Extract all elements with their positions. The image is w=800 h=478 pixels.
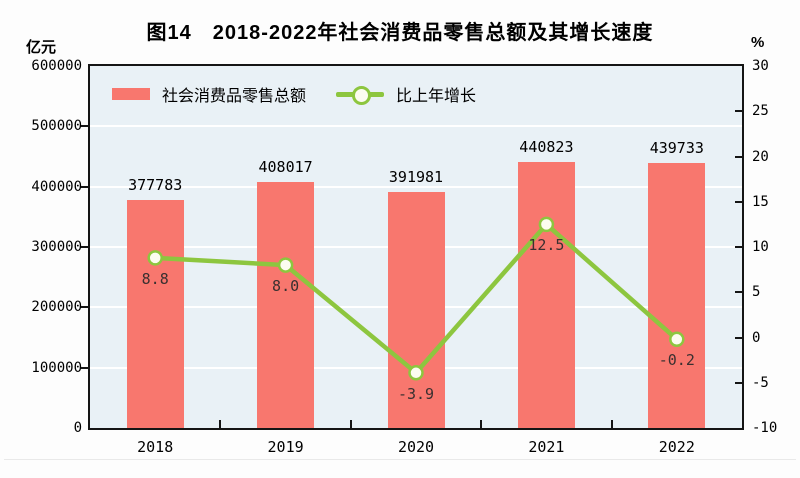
bar-2021 xyxy=(517,162,575,428)
left-axis-tick-label: 0 xyxy=(73,420,82,436)
right-axis-tick-label: 25 xyxy=(752,103,769,120)
left-axis-tick-label: 200000 xyxy=(31,299,82,316)
right-axis-tick xyxy=(735,155,742,158)
line-point-marker xyxy=(277,257,294,273)
right-axis-tick-label: -5 xyxy=(752,374,769,391)
right-axis-tick-label: -10 xyxy=(752,420,778,436)
line-point-marker xyxy=(669,331,685,348)
plot-area: 社会消费品零售总额 比上年增长 377783 408017 391981 440823… xyxy=(88,64,744,430)
x-axis-tick-label: 2020 xyxy=(397,438,435,456)
bar-2022 xyxy=(648,162,706,428)
left-axis-tick-label: 500000 xyxy=(31,118,82,135)
growth-line xyxy=(152,222,680,376)
bar-value-label: 408017 xyxy=(258,157,313,176)
bar-2018 xyxy=(126,200,184,428)
right-axis-tick xyxy=(735,246,742,248)
bar-value-label: 440823 xyxy=(519,138,574,157)
left-axis-tick xyxy=(81,185,88,188)
gridline xyxy=(90,125,742,128)
right-axis-tick-label: 30 xyxy=(752,58,769,74)
x-axis-tick-label: 2018 xyxy=(137,438,174,456)
bar-value-label: 377783 xyxy=(128,176,183,195)
line-point-marker xyxy=(408,365,424,381)
page-bottom-rule xyxy=(4,459,796,460)
bar-value-label: 439733 xyxy=(649,138,704,157)
right-axis-unit-label: % xyxy=(751,34,765,51)
chart-title: 图14 2018-2022年社会消费品零售总额及其增长速度 xyxy=(146,22,654,44)
right-axis-tick xyxy=(735,381,742,384)
line-series-layer xyxy=(147,216,685,381)
line-point-marker xyxy=(147,250,163,266)
left-axis-tick-label: 100000 xyxy=(31,359,82,376)
legend-label-bar-series: 社会消费品零售总额 xyxy=(162,88,307,105)
chart-legend: 社会消费品零售总额 比上年增长 xyxy=(112,82,476,106)
right-axis-tick-label: 10 xyxy=(752,239,769,255)
left-axis-tick-label: 400000 xyxy=(31,178,82,195)
line-point-marker xyxy=(538,216,555,233)
left-axis-tick-label: 300000 xyxy=(31,239,82,255)
left-axis-tick xyxy=(81,125,88,128)
x-axis-tick xyxy=(480,420,483,428)
line-point-label: 8.0 xyxy=(272,277,300,296)
x-axis-tick xyxy=(219,420,222,428)
x-axis-tick xyxy=(610,420,613,428)
x-axis-tick-label: 2022 xyxy=(658,438,695,456)
gridline xyxy=(90,185,742,188)
right-axis-tick-label: 0 xyxy=(752,329,761,346)
bar-value-label: 391981 xyxy=(388,167,444,186)
bar-2019 xyxy=(257,181,315,428)
right-axis-tick-label: 5 xyxy=(752,284,761,301)
right-axis-tick xyxy=(735,110,742,113)
right-axis-tick xyxy=(735,336,742,339)
x-axis-tick-label: 2021 xyxy=(528,438,565,456)
left-axis-tick-label: 600000 xyxy=(31,58,82,74)
x-axis-tick xyxy=(349,420,352,428)
left-axis-tick xyxy=(81,246,88,248)
left-axis-tick xyxy=(81,366,88,369)
line-point-label: -3.9 xyxy=(397,384,435,403)
legend-label-line-series: 比上年增长 xyxy=(396,88,477,105)
line-series-swatch-icon xyxy=(336,86,385,105)
right-axis-tick xyxy=(735,291,742,294)
bar-series-swatch-icon xyxy=(112,88,150,100)
line-point-label: 12.5 xyxy=(528,236,565,255)
line-point-label: 8.8 xyxy=(141,269,169,288)
line-point-label: -0.2 xyxy=(658,351,695,370)
right-axis-tick-label: 15 xyxy=(752,193,769,210)
bar-2020 xyxy=(387,191,445,428)
left-axis-tick xyxy=(81,306,88,309)
right-axis-tick xyxy=(735,200,742,203)
right-axis-tick-label: 20 xyxy=(752,148,769,165)
left-axis-unit-label: 亿元 xyxy=(26,39,57,56)
x-axis-tick-label: 2019 xyxy=(267,438,304,456)
line-marker-icon xyxy=(352,86,372,105)
